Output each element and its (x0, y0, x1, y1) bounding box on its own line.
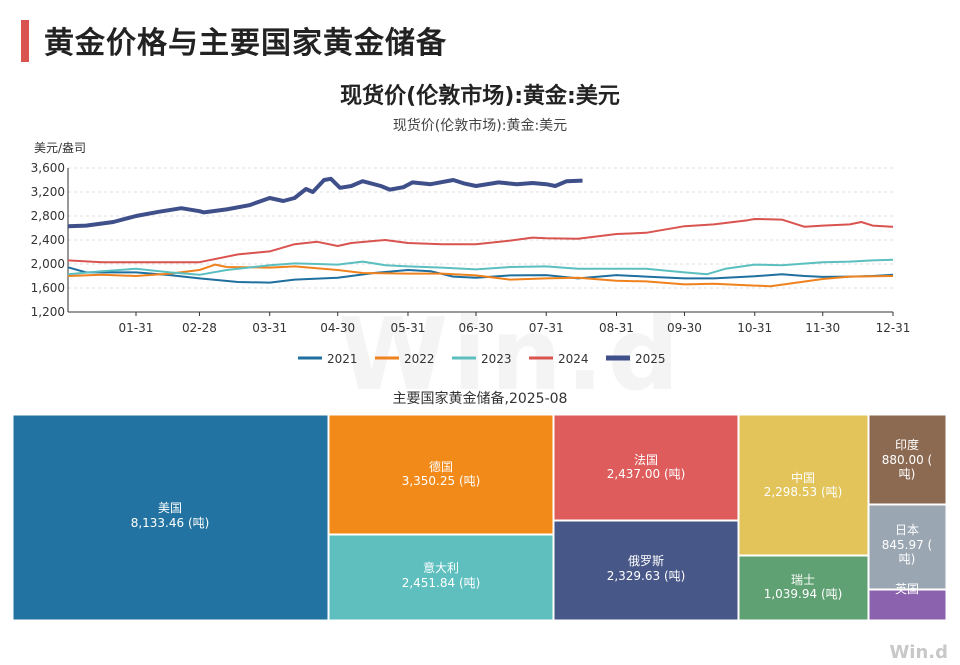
treemap-value-label: 8,133.46 (吨) (131, 516, 210, 530)
x-tick-label: 02-28 (182, 321, 217, 335)
gold-price-line-chart: 美元/盎司 1,200 1,600 2,000 2,400 2,800 3,200 3,60… (31, 141, 911, 366)
x-tick-label: 07-31 (529, 321, 564, 335)
page-title-accent-bar (21, 20, 29, 62)
x-tick-label: 08-31 (599, 321, 634, 335)
treemap-tile-4[interactable] (553, 520, 739, 621)
treemap-unit-label: 吨) (899, 467, 916, 481)
x-tick-label: 01-31 (119, 321, 154, 335)
x-tick-label: 09-30 (667, 321, 702, 335)
legend-label-2025: 2025 (635, 352, 666, 366)
legend-label-2021: 2021 (327, 352, 358, 366)
y-tick-label: 1,600 (31, 281, 65, 295)
treemap-value-label: 3,350.25 (吨) (402, 474, 481, 488)
series-line-2025 (67, 176, 583, 229)
y-tick-label: 2,400 (31, 233, 65, 247)
watermark: Win.d (338, 296, 683, 413)
y-tick-label: 3,600 (31, 161, 65, 175)
y-tick-label: 3,200 (31, 185, 65, 199)
x-tick-label: 04-30 (320, 321, 355, 335)
treemap-title: 主要国家黄金储备,2025-08 (392, 391, 568, 407)
treemap-tile-8[interactable] (868, 504, 947, 590)
series-line-2022 (67, 263, 894, 288)
treemap-country-label: 印度 (895, 437, 919, 452)
treemap-tile-0[interactable] (12, 414, 329, 621)
y-tick-label: 2,000 (31, 257, 65, 271)
treemap-country-label: 德国 (429, 459, 453, 474)
treemap-value-label: 1,039.94 (吨) (764, 587, 843, 601)
x-tick-label: 06-30 (459, 321, 494, 335)
treemap-value-label: 845.97 ( (882, 538, 932, 552)
legend-label-2023: 2023 (481, 352, 512, 366)
treemap-country-label: 英国 (895, 582, 919, 596)
treemap-value-label: 2,437.00 (吨) (607, 467, 686, 481)
treemap-unit-label: 吨) (899, 552, 916, 566)
series-line-2023 (67, 258, 894, 276)
treemap-tile-2[interactable] (328, 534, 554, 621)
treemap-tile-7[interactable] (868, 414, 947, 505)
x-tick-label: 05-31 (391, 321, 426, 335)
treemap-value-label: 2,298.53 (吨) (764, 485, 843, 499)
treemap-country-label: 中国 (791, 470, 815, 485)
treemap-tile-3[interactable] (553, 414, 739, 521)
x-tick-label: 11-30 (805, 321, 840, 335)
page-title: 黄金价格与主要国家黄金储备 (44, 26, 447, 61)
y-axis-label: 美元/盎司 (34, 141, 86, 155)
treemap-country-label: 瑞士 (791, 573, 815, 587)
treemap-tile-1[interactable] (328, 414, 554, 535)
y-tick-label: 1,200 (31, 305, 65, 319)
y-tick-label: 2,800 (31, 209, 65, 223)
line-chart-title: 现货价(伦敦市场):黄金:美元 (340, 84, 620, 109)
treemap-tile-5[interactable] (738, 414, 869, 556)
brand-logo: Win.d (889, 642, 948, 663)
x-tick-label: 03-31 (252, 321, 287, 335)
treemap-country-label: 俄罗斯 (628, 554, 664, 568)
treemap-country-label: 法国 (634, 453, 658, 467)
x-tick-label: 12-31 (876, 321, 911, 335)
legend-label-2022: 2022 (404, 352, 435, 366)
treemap-tile-6[interactable] (738, 555, 869, 621)
treemap-value-label: 2,451.84 (吨) (402, 576, 481, 590)
x-tick-label: 10-31 (737, 321, 772, 335)
treemap-tile-9[interactable] (868, 589, 947, 621)
series-line-2024 (67, 218, 894, 264)
treemap-country-label: 日本 (895, 523, 919, 537)
treemap-value-label: 880.00 ( (882, 453, 932, 467)
treemap-value-label: 2,329.63 (吨) (607, 569, 686, 583)
treemap-country-label: 美国 (158, 501, 182, 515)
line-chart-subtitle: 现货价(伦敦市场):黄金:美元 (392, 118, 568, 134)
treemap-country-label: 意大利 (423, 560, 459, 575)
legend-label-2024: 2024 (558, 352, 589, 366)
